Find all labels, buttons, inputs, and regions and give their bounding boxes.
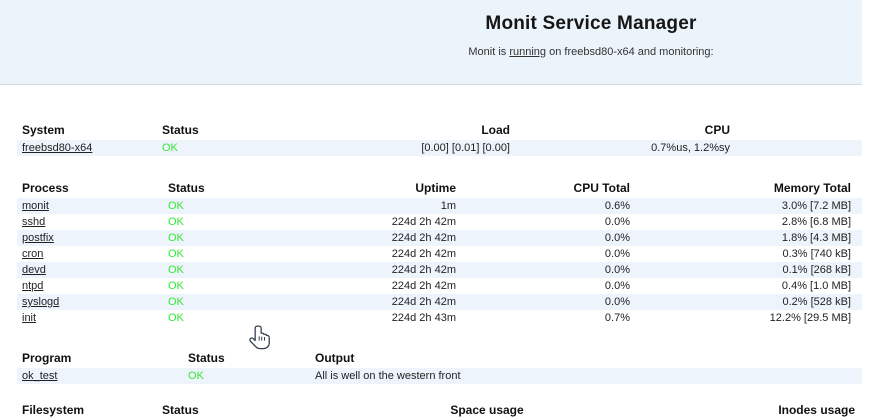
filesystem-col-status: Status [162, 403, 199, 417]
process-link-monit[interactable]: monit [22, 200, 49, 212]
process-cell-memory-total: 0.4% [1.0 MB] [781, 280, 851, 292]
process-col-process: Process [22, 181, 69, 195]
process-cell-memory-total: 3.0% [7.2 MB] [781, 200, 851, 212]
program-table-header: Program Status Output [17, 348, 862, 368]
process-cell-cpu-total: 0.7% [604, 312, 630, 324]
process-cell-cpu-total: 0.6% [604, 200, 630, 212]
system-col-cpu: CPU [704, 123, 730, 137]
process-row-syslogd: syslogd OK 224d 2h 42m 0.0% 0.2% [528 kB] [17, 294, 862, 310]
process-link-postfix[interactable]: postfix [22, 232, 54, 244]
process-link-ntpd[interactable]: ntpd [22, 280, 44, 292]
program-cell-output: All is well on the western front [315, 370, 461, 382]
process-link-init[interactable]: init [22, 312, 37, 324]
system-link-freebsd80-x64[interactable]: freebsd80-x64 [22, 142, 93, 154]
filesystem-col-filesystem: Filesystem [22, 403, 85, 417]
process-row-init: init OK 224d 2h 43m 0.7% 12.2% [29.5 MB] [17, 310, 862, 326]
system-status-freebsd80-x64: OK [162, 142, 178, 154]
process-cell-cpu-total: 0.0% [604, 280, 630, 292]
subtitle-suffix: on freebsd80-x64 and monitoring: [546, 46, 714, 58]
process-cell-uptime: 224d 2h 42m [391, 264, 456, 276]
process-row-monit: monit OK 1m 0.6% 3.0% [7.2 MB] [17, 198, 862, 214]
scrollbar-track[interactable] [862, 0, 874, 419]
process-status-cron: OK [168, 248, 184, 260]
program-status-ok-test: OK [188, 370, 204, 382]
process-col-memory-total: Memory Total [773, 181, 851, 195]
process-cell-memory-total: 0.3% [740 kB] [782, 248, 852, 260]
process-status-monit: OK [168, 200, 184, 212]
process-link-sshd[interactable]: sshd [22, 216, 46, 228]
process-cell-cpu-total: 0.0% [604, 264, 630, 276]
page-subtitle: Monit is running on freebsd80-x64 and mo… [0, 46, 862, 58]
program-row-ok-test: ok_test OK All is well on the western fron… [17, 368, 862, 384]
process-status-init: OK [168, 312, 184, 324]
filesystem-table-header: Filesystem Status Space usage Inodes usage [17, 400, 862, 420]
process-row-ntpd: ntpd OK 224d 2h 42m 0.0% 0.4% [1.0 MB] [17, 278, 862, 294]
process-cell-uptime: 224d 2h 42m [391, 232, 456, 244]
runtime-link[interactable]: running [509, 46, 547, 58]
process-link-cron[interactable]: cron [22, 248, 44, 260]
process-table-header: Process Status Uptime CPU Total Memory Total [17, 178, 862, 198]
process-link-syslogd[interactable]: syslogd [22, 296, 60, 308]
process-col-uptime: Uptime [415, 181, 456, 195]
page-title: Monit Service Manager [485, 13, 697, 34]
filesystem-col-inodes-usage: Inodes usage [778, 403, 855, 417]
system-col-load: Load [481, 123, 510, 137]
header-band: Monit Service Manager Monit is running o… [0, 0, 862, 85]
process-col-status: Status [168, 181, 205, 195]
process-cell-memory-total: 1.8% [4.3 MB] [781, 232, 851, 244]
filesystem-col-space-usage: Space usage [450, 403, 524, 417]
process-cell-cpu-total: 0.0% [604, 248, 630, 260]
header-inner: Monit Service Manager Monit is running o… [0, 0, 862, 58]
process-status-sshd: OK [168, 216, 184, 228]
system-row-freebsd80-x64: freebsd80-x64 OK [0.00] [0.01] [0.00] 0.7%u… [17, 140, 862, 156]
process-cell-uptime: 224d 2h 42m [391, 216, 456, 228]
process-status-devd: OK [168, 264, 184, 276]
system-cell-load: [0.00] [0.01] [0.00] [421, 142, 510, 154]
process-cell-memory-total: 0.1% [268 kB] [782, 264, 852, 276]
subtitle-prefix: Monit is [468, 46, 510, 58]
process-cell-memory-total: 2.8% [6.8 MB] [781, 216, 851, 228]
process-cell-uptime: 224d 2h 43m [391, 312, 456, 324]
program-col-output: Output [315, 351, 355, 365]
system-table-header: System Status Load CPU [17, 120, 862, 140]
process-cell-uptime: 224d 2h 42m [391, 248, 456, 260]
process-cell-cpu-total: 0.0% [604, 232, 630, 244]
process-row-sshd: sshd OK 224d 2h 42m 0.0% 2.8% [6.8 MB] [17, 214, 862, 230]
process-row-devd: devd OK 224d 2h 42m 0.0% 0.1% [268 kB] [17, 262, 862, 278]
process-row-cron: cron OK 224d 2h 42m 0.0% 0.3% [740 kB] [17, 246, 862, 262]
program-link-ok-test[interactable]: ok_test [22, 370, 58, 382]
process-cell-cpu-total: 0.0% [604, 296, 630, 308]
program-col-status: Status [188, 351, 225, 365]
process-status-ntpd: OK [168, 280, 184, 292]
process-status-postfix: OK [168, 232, 184, 244]
system-cell-cpu: 0.7%us, 1.2%sy [651, 142, 730, 154]
process-status-syslogd: OK [168, 296, 184, 308]
program-col-program: Program [22, 351, 72, 365]
system-col-status: Status [162, 123, 199, 137]
process-cell-memory-total: 12.2% [29.5 MB] [769, 312, 851, 324]
process-cell-uptime: 224d 2h 42m [391, 296, 456, 308]
process-cell-cpu-total: 0.0% [604, 216, 630, 228]
process-row-postfix: postfix OK 224d 2h 42m 0.0% 1.8% [4.3 MB] [17, 230, 862, 246]
process-cell-uptime: 224d 2h 42m [391, 280, 456, 292]
system-col-system: System [22, 123, 65, 137]
process-link-devd[interactable]: devd [22, 264, 46, 276]
process-cell-uptime: 1m [440, 200, 456, 212]
process-cell-memory-total: 0.2% [528 kB] [782, 296, 852, 308]
process-col-cpu-total: CPU Total [573, 181, 630, 195]
